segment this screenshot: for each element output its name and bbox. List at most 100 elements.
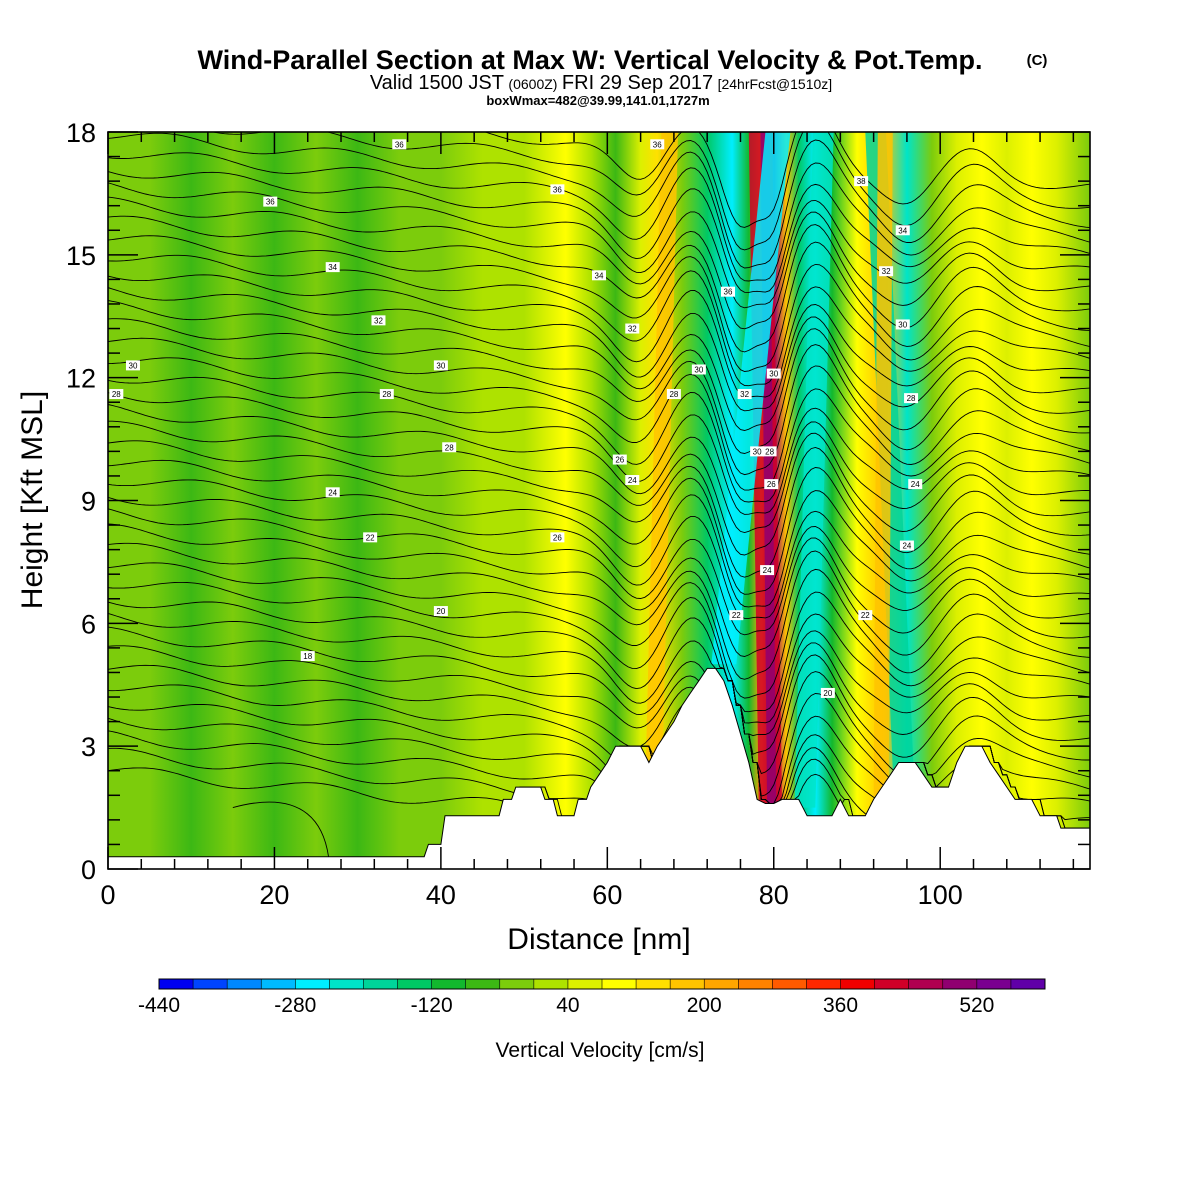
valid-time-line: Valid 1500 JST (0600Z) FRI 29 Sep 2017 [… (370, 72, 832, 94)
colorbar-swatch (908, 979, 944, 989)
colorbar-tick-labels: -440 -280 -120 40 200 360 520 (138, 994, 994, 1017)
theta-contour-label: 20 (433, 606, 448, 617)
x-tick-label: 0 (100, 880, 115, 910)
theta-contour (483, 132, 1090, 228)
y-tick-label: 12 (66, 364, 96, 394)
colorbar-swatch (840, 979, 876, 989)
box-wmax-info: boxWmax=482@39.99,141.01,1727m (486, 93, 709, 108)
theta-contour-label: 18 (300, 651, 315, 662)
theta-contour (108, 318, 1090, 454)
valid-time: Valid 1500 JST (370, 72, 504, 94)
theta-contour (108, 459, 1090, 595)
svg-text:36: 36 (395, 140, 404, 149)
theta-contour (108, 300, 1090, 431)
colorbar-swatch (465, 979, 501, 989)
x-tick-label: 100 (918, 880, 963, 910)
colorbar-swatch (499, 979, 535, 989)
colorbar-tick-label: 200 (687, 994, 722, 1017)
theta-contour-label: 28 (904, 393, 919, 404)
y-axis-label: Height [Kft MSL] (16, 391, 49, 609)
theta-contour (108, 508, 1090, 636)
colorbar-swatch (1010, 979, 1046, 989)
colorbar-swatch (533, 979, 569, 989)
theta-contour (108, 496, 1090, 619)
svg-text:30: 30 (898, 320, 907, 329)
theta-contour (108, 581, 1090, 713)
chart-title-tag: (C) (1027, 52, 1048, 69)
colorbar-swatch (772, 979, 807, 989)
theta-contour-label: 30 (766, 368, 781, 379)
theta-contour-label: 26 (764, 479, 779, 490)
theta-contour (108, 479, 1090, 608)
svg-text:26: 26 (553, 533, 562, 542)
svg-text:34: 34 (595, 271, 604, 280)
colorbar-swatch (704, 979, 739, 989)
theta-contour (108, 196, 1090, 330)
colorbar-swatch (363, 979, 398, 989)
y-tick-labels: 0 3 6 9 12 15 18 (66, 118, 96, 885)
x-tick-label: 40 (426, 880, 456, 910)
theta-contour-label: 36 (263, 196, 278, 207)
colorbar-swatch (806, 979, 841, 989)
valid-utc: (0600Z) (508, 76, 557, 92)
theta-contour-label: 30 (895, 319, 910, 330)
x-tick-label: 20 (259, 880, 289, 910)
svg-text:32: 32 (374, 316, 383, 325)
colorbar-swatch (874, 979, 910, 989)
theta-contour (108, 235, 1090, 372)
theta-contour-label: 22 (858, 610, 873, 621)
theta-contour (108, 287, 1090, 412)
theta-contour (108, 182, 1090, 309)
theta-contour-label: 28 (666, 389, 681, 400)
theta-contour-label: 28 (442, 442, 457, 453)
svg-text:32: 32 (882, 267, 891, 276)
theta-contour (108, 645, 1090, 775)
colorbar-tick-label: -120 (411, 994, 453, 1017)
svg-text:36: 36 (553, 185, 562, 194)
theta-contour-label: 26 (550, 532, 565, 543)
theta-contour-label: 24 (899, 540, 914, 551)
svg-text:28: 28 (669, 390, 678, 399)
theta-contour-label: 24 (625, 475, 640, 486)
theta-contour (108, 171, 1090, 293)
svg-text:28: 28 (445, 443, 454, 452)
theta-contour (108, 523, 1090, 657)
theta-contour-label: 32 (371, 315, 386, 326)
colorbar-swatch (976, 979, 1012, 989)
theta-contour (108, 664, 1090, 797)
svg-text:30: 30 (694, 365, 703, 374)
theta-contour (108, 440, 1090, 578)
valid-date: FRI 29 Sep 2017 (562, 72, 713, 94)
colorbar-swatch (942, 979, 978, 989)
colorbar-tick-label: 520 (959, 994, 994, 1017)
colorbar-label: Vertical Velocity [cm/s] (496, 1039, 705, 1062)
theta-contour-label: 36 (550, 184, 565, 195)
svg-text:28: 28 (382, 390, 391, 399)
colorbar-swatch (193, 979, 228, 989)
colorbar-swatch (670, 979, 705, 989)
theta-contour-label: 32 (625, 323, 640, 334)
velocity-plume (873, 132, 893, 808)
y-tick-label: 0 (81, 855, 96, 885)
theta-contour-label: 34 (325, 262, 340, 273)
x-tick-label: 80 (759, 880, 789, 910)
theta-contour-label: 22 (363, 532, 378, 543)
svg-text:30: 30 (769, 370, 778, 379)
forecast-info: [24hrFcst@1510z] (718, 76, 833, 92)
theta-contour-label: 36 (392, 139, 407, 150)
theta-contour-label: 36 (650, 139, 665, 150)
y-tick-label: 15 (66, 241, 96, 271)
colorbar (158, 978, 1046, 990)
svg-text:22: 22 (366, 533, 375, 542)
theta-contour-label: 32 (737, 389, 752, 400)
theta-contour-label: 28 (109, 389, 124, 400)
theta-contour-label: 30 (750, 446, 765, 457)
theta-contour-label: 30 (125, 360, 140, 371)
svg-text:30: 30 (129, 361, 138, 370)
colorbar-swatch (227, 979, 262, 989)
svg-text:36: 36 (266, 198, 275, 207)
y-tick-label: 9 (81, 487, 96, 517)
svg-text:28: 28 (765, 447, 774, 456)
